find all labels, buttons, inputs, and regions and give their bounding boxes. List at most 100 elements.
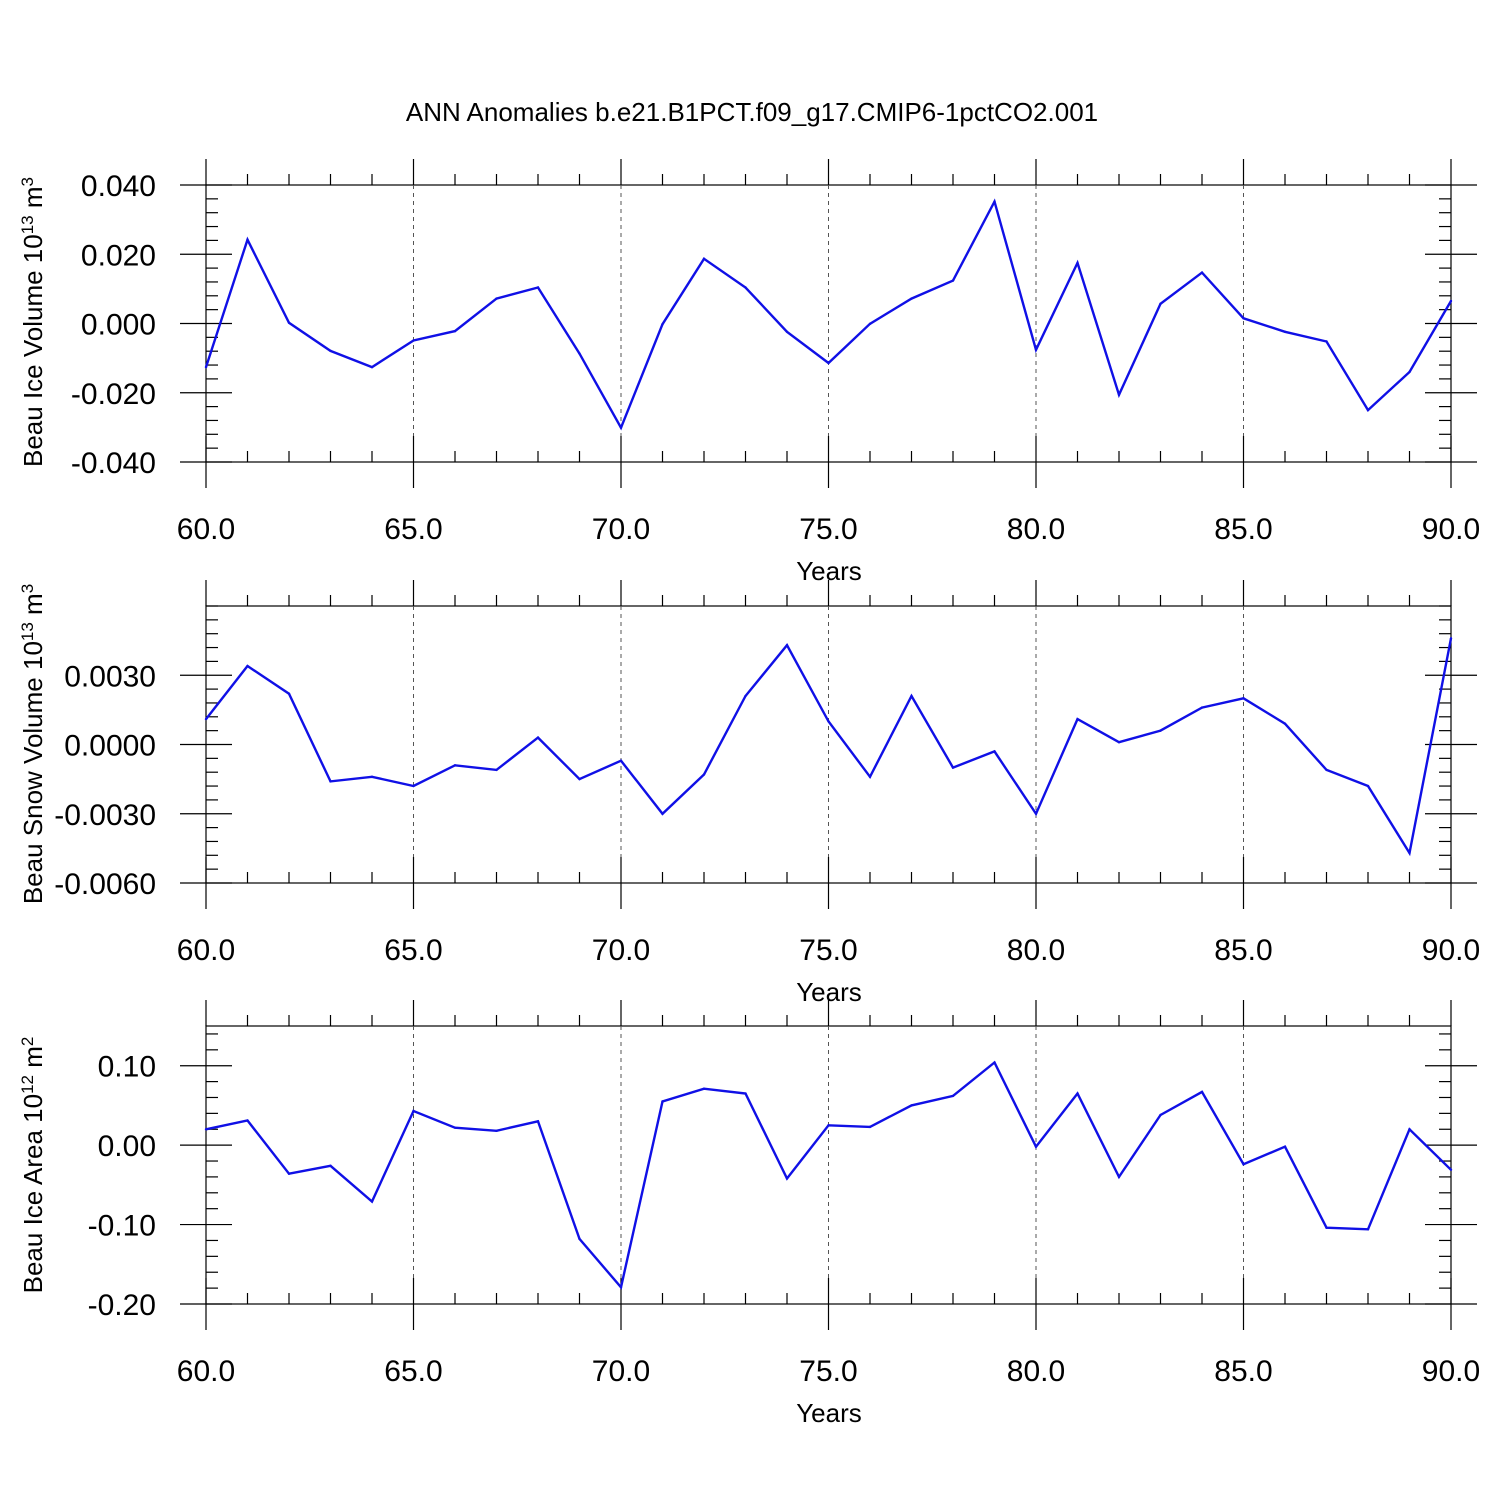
chart-title: ANN Anomalies b.e21.B1PCT.f09_g17.CMIP6-…: [406, 97, 1098, 127]
y-axis-label-superscript: 13: [18, 622, 37, 641]
panel-2: -0.0060 -0.0030 0.0000 0.0030 60.0 65.0 70.0 75…: [18, 580, 1480, 1007]
data-point: [495, 1129, 498, 1133]
data-point: [619, 1286, 623, 1289]
y-axis-label: Beau Ice Area 1012 m2: [18, 1037, 49, 1294]
x-tick-label: 80.0: [1007, 513, 1065, 546]
data-point: [246, 238, 249, 241]
x-tick-label: 65.0: [384, 513, 442, 546]
data-point: [744, 694, 747, 698]
data-point: [536, 1120, 540, 1123]
data-point: [287, 321, 291, 325]
data-point: [1200, 706, 1204, 709]
y-axis-label-superscript: 12: [18, 1075, 37, 1094]
data-point: [204, 717, 208, 721]
y-tick-label: -0.20: [88, 1289, 156, 1322]
data-point: [1408, 1128, 1411, 1131]
data-point: [868, 775, 872, 779]
data-point: [619, 426, 623, 429]
panel-1: -0.040 -0.020 0.000 0.020 0.040 60.0 65.0 70.0 7…: [18, 159, 1480, 586]
data-point: [1283, 722, 1287, 725]
y-axis-label-superscript: 13: [18, 215, 37, 234]
data-point: [370, 365, 374, 369]
x-tick-label: 90.0: [1422, 1355, 1480, 1388]
y-tick-label: 0.0030: [64, 660, 156, 693]
data-point: [1200, 1090, 1204, 1094]
data-point: [1325, 1226, 1328, 1229]
data-point: [702, 257, 706, 260]
data-point: [412, 339, 415, 342]
data-point: [1283, 1145, 1287, 1148]
x-tick-label: 75.0: [799, 513, 857, 546]
y-tick-label: 0.040: [81, 170, 156, 203]
data-point: [993, 750, 996, 753]
data-point: [370, 1200, 374, 1203]
y-tick-label: -0.0030: [54, 799, 156, 832]
data-point: [1242, 697, 1245, 700]
x-tick-label: 75.0: [799, 934, 857, 967]
data-point: [661, 1100, 664, 1103]
data-point: [1117, 393, 1121, 397]
data-point: [536, 736, 540, 739]
data-point: [1117, 740, 1121, 744]
data-point: [1034, 1145, 1038, 1148]
y-axis-label-part: Beau Snow Volume 10: [18, 641, 48, 904]
data-point: [951, 1094, 955, 1098]
x-tick-label: 60.0: [177, 934, 235, 967]
data-point: [702, 773, 706, 776]
data-point: [661, 322, 664, 326]
data-point: [1449, 299, 1453, 303]
data-point: [246, 1119, 249, 1122]
x-tick-label: 70.0: [592, 1355, 650, 1388]
data-point: [827, 720, 830, 723]
data-point: [785, 330, 789, 334]
y-tick-label: 0.020: [81, 239, 156, 272]
x-tick-label: 60.0: [177, 1355, 235, 1388]
data-point: [204, 1128, 208, 1131]
y-axis-label-part: m: [18, 593, 48, 622]
data-point: [993, 1061, 996, 1064]
data-point: [453, 329, 457, 333]
data-point: [661, 812, 664, 815]
data-point: [1159, 729, 1162, 732]
x-tick-label: 70.0: [592, 513, 650, 546]
y-tick-label: -0.0060: [54, 868, 156, 901]
data-point: [702, 1087, 706, 1090]
data-point: [785, 644, 789, 647]
data-point: [1366, 784, 1370, 788]
data-point: [246, 664, 249, 668]
data-point: [1159, 302, 1162, 305]
x-tick-label: 70.0: [592, 934, 650, 967]
data-point: [951, 766, 955, 769]
data-point: [453, 1126, 457, 1129]
data-point: [329, 780, 332, 783]
data-point: [1076, 261, 1079, 265]
data-point: [329, 349, 332, 353]
data-point: [827, 1124, 830, 1127]
data-point: [1034, 348, 1038, 352]
data-point: [578, 777, 581, 781]
data-point: [1449, 1168, 1453, 1171]
data-point: [287, 692, 291, 695]
y-tick-label: -0.020: [71, 378, 156, 411]
x-tick-label: 80.0: [1007, 934, 1065, 967]
data-point: [370, 775, 374, 779]
data-point: [536, 286, 540, 289]
data-point: [1117, 1175, 1121, 1179]
y-axis-label: Beau Snow Volume 1013 m3: [18, 584, 49, 904]
y-tick-label: 0.0000: [64, 730, 156, 763]
y-tick-label: -0.10: [88, 1210, 156, 1243]
data-point: [453, 764, 457, 767]
x-tick-label: 80.0: [1007, 1355, 1065, 1388]
y-tick-label: 0.10: [98, 1051, 156, 1084]
data-point: [412, 1109, 415, 1113]
x-tick-label: 85.0: [1214, 934, 1272, 967]
data-point: [910, 297, 913, 300]
data-point: [1325, 340, 1328, 343]
y-axis-label-part: m: [18, 186, 48, 215]
x-tick-label: 60.0: [177, 513, 235, 546]
x-tick-label: 75.0: [799, 1355, 857, 1388]
y-axis-label-superscript: 3: [18, 584, 37, 593]
data-point: [910, 694, 913, 698]
data-point: [578, 352, 581, 355]
